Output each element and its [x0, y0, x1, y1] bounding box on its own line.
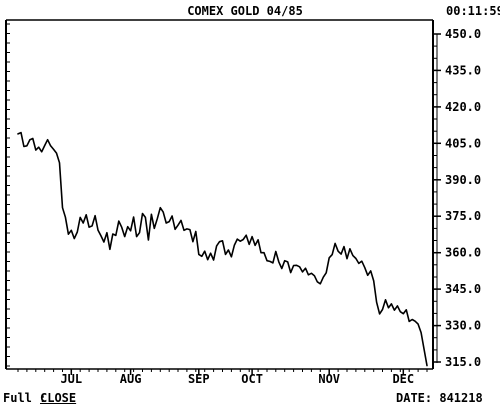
plot-frame [5, 19, 438, 370]
x-tick-label: OCT [241, 372, 263, 386]
y-tick-label: 330.0 [445, 319, 481, 333]
price-series-line [17, 131, 428, 367]
x-axis-labels: JUL AUG SEP OCT NOV DEC [60, 372, 414, 386]
y-tick-label: 405.0 [445, 136, 481, 150]
right-axis-ticks [433, 33, 441, 363]
y-tick-label: 450.0 [445, 27, 481, 41]
x-tick-label: AUG [120, 372, 142, 386]
mode-value[interactable]: CLOSE [40, 391, 77, 405]
x-tick-label: JUL [60, 372, 82, 386]
chart-title: COMEX GOLD 04/85 [187, 4, 303, 18]
mode-label: Full : [3, 391, 47, 405]
y-tick-label: 345.0 [445, 282, 481, 296]
y-axis-labels: 450.0 435.0 420.0 405.0 390.0 375.0 360.0 345.0… [445, 27, 481, 369]
y-tick-label: 375.0 [445, 209, 481, 223]
y-tick-label: 360.0 [445, 246, 481, 260]
x-axis-ticks [17, 369, 428, 375]
date-readout: DATE: 841218 [396, 391, 483, 405]
x-tick-label: SEP [188, 372, 210, 386]
left-axis-ticks [6, 23, 10, 367]
y-tick-label: 420.0 [445, 100, 481, 114]
y-tick-label: 390.0 [445, 173, 481, 187]
x-tick-label: NOV [318, 372, 340, 386]
x-tick-label: DEC [392, 372, 414, 386]
y-tick-label: 315.0 [445, 355, 481, 369]
y-tick-label: 435.0 [445, 63, 481, 77]
clock-readout: 00:11:59 [446, 4, 500, 18]
